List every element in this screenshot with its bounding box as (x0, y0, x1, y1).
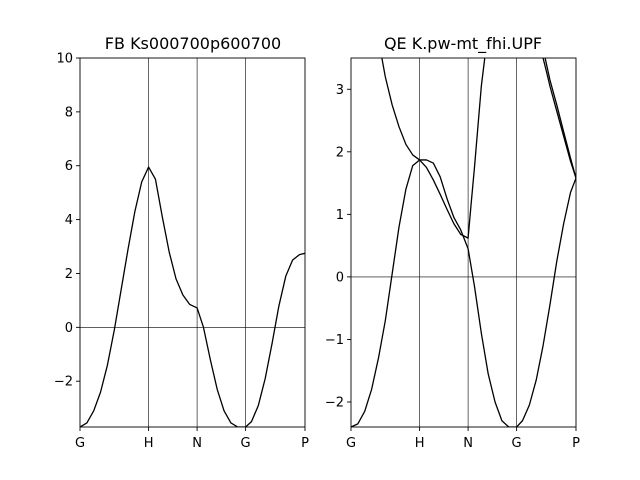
right-y-tick-label: 3 (336, 83, 344, 98)
right-x-tick-label: G (512, 436, 522, 451)
right-band-line-1 (351, 159, 576, 427)
left-band-line-1 (80, 166, 305, 427)
right-band-line-3 (542, 58, 576, 179)
right-x-tick-label: H (415, 436, 425, 451)
left-y-tick-label: 10 (56, 52, 73, 67)
left-x-tick-label: G (75, 436, 85, 451)
left-y-tick-label: 6 (65, 159, 73, 174)
left-y-tick-label: 4 (65, 213, 73, 228)
right-y-tick-label: 1 (336, 208, 344, 223)
left-x-tick-label: P (301, 436, 309, 451)
left-y-tick-label: 8 (65, 105, 73, 120)
right-band-line-4 (544, 58, 576, 179)
left-x-tick-label: G (241, 436, 251, 451)
right-y-tick-label: −1 (325, 333, 344, 348)
right-x-tick-label: G (346, 436, 356, 451)
left-y-tick-label: −2 (54, 375, 73, 390)
left-y-tick-label: 2 (65, 267, 73, 282)
right-panel-title: QE K.pw-mt_fhi.UPF (384, 34, 542, 54)
right-band-line-2 (381, 58, 486, 239)
left-panel-title: FB Ks000700p600700 (105, 34, 281, 53)
left-panel: FB Ks000700p600700 −2 0 2 4 6 8 10 G H N G P (54, 34, 309, 451)
left-x-tick-label: N (192, 436, 202, 451)
left-axes-frame (79, 57, 306, 428)
right-plot-area: −2 −1 0 1 2 3 G H N G P (325, 57, 580, 451)
right-x-tick-label: N (463, 436, 473, 451)
right-y-tick-label: −2 (325, 395, 344, 410)
left-plot-area: −2 0 2 4 6 8 10 G H N G P (54, 52, 309, 452)
left-y-tick-label: 0 (65, 321, 73, 336)
right-axes-frame (350, 57, 577, 428)
right-y-tick-label: 0 (336, 270, 344, 285)
right-x-tick-label: P (572, 436, 580, 451)
right-panel: QE K.pw-mt_fhi.UPF −2 −1 0 1 2 3 G H N G P (325, 34, 580, 451)
right-y-tick-label: 2 (336, 145, 344, 160)
left-x-tick-label: H (144, 436, 154, 451)
